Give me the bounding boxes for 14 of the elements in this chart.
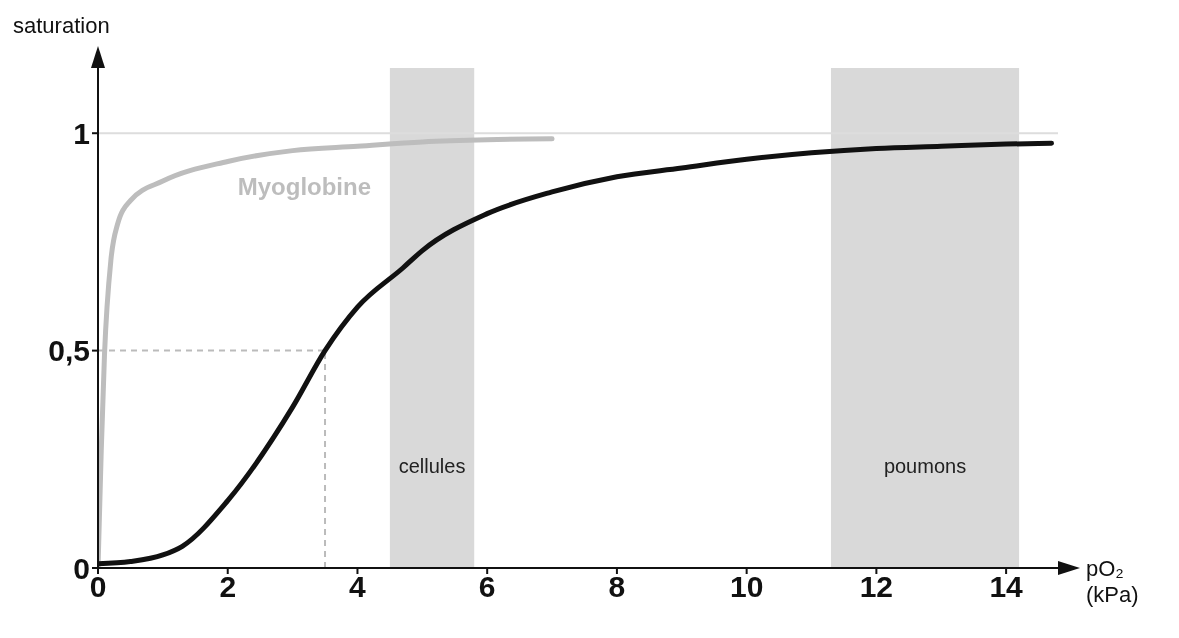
y-tick-label: 0,5	[48, 334, 90, 368]
x-axis-title: pO₂ (kPa)	[1086, 556, 1139, 608]
x-tick-label: 8	[608, 570, 626, 604]
x-tick-label: 6	[478, 570, 496, 604]
y-axis-title: saturation	[13, 13, 110, 39]
x-tick-label: 14	[989, 570, 1024, 604]
band-label: poumons	[883, 455, 967, 477]
x-tick-label: 4	[349, 570, 367, 604]
x-tick-label: 12	[859, 570, 894, 604]
series-label: Myoglobine	[237, 173, 372, 201]
x-tick-label: 2	[219, 570, 237, 604]
x-tick-label: 10	[729, 570, 764, 604]
y-tick-label: 1	[73, 116, 90, 150]
band-label: cellules	[398, 455, 466, 477]
